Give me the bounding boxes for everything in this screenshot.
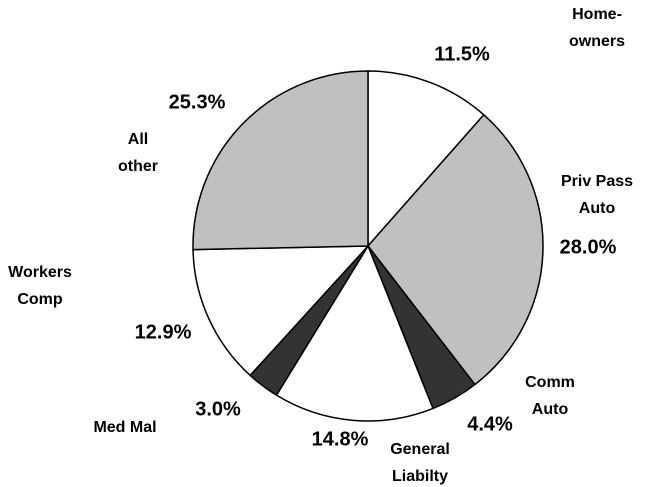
value-label: 14.8% [312,428,369,450]
category-label-line: Workers [8,264,72,281]
pie-slice [367,113,544,386]
category-label: Priv Pass Auto [561,173,633,217]
category-label: All other [118,131,158,175]
category-label-line: Liabilty [392,468,448,485]
pie-slice [192,245,370,377]
pie-slice [192,70,369,251]
category-label-line: Comp [17,291,63,308]
category-label: Med Mal [93,419,156,436]
category-label-line: General [390,441,450,458]
value-label: 12.9% [135,321,192,343]
category-label-line: Comm [525,374,575,391]
category-label: General Liabilty [390,441,450,485]
value-label: 3.0% [195,398,241,420]
category-label-line: Auto [532,401,569,418]
value-label: 4.4% [467,413,513,435]
pie-slice [275,244,434,422]
category-label: Workers Comp [8,264,72,308]
category-label-line: All [128,131,148,148]
category-label-line: other [118,158,158,175]
category-label-line: Priv Pass [561,173,633,190]
category-label: Comm Auto [525,374,575,418]
category-label-line: owners [569,33,625,50]
value-label: 28.0% [560,236,617,258]
value-label: 11.5% [434,43,490,65]
category-label-line: Home- [572,6,622,23]
pie-slice [367,70,485,248]
value-label: 25.3% [169,91,226,113]
category-label-line: Med Mal [93,419,156,436]
category-label-line: Auto [579,200,616,217]
category-label: Home-owners [569,6,625,50]
